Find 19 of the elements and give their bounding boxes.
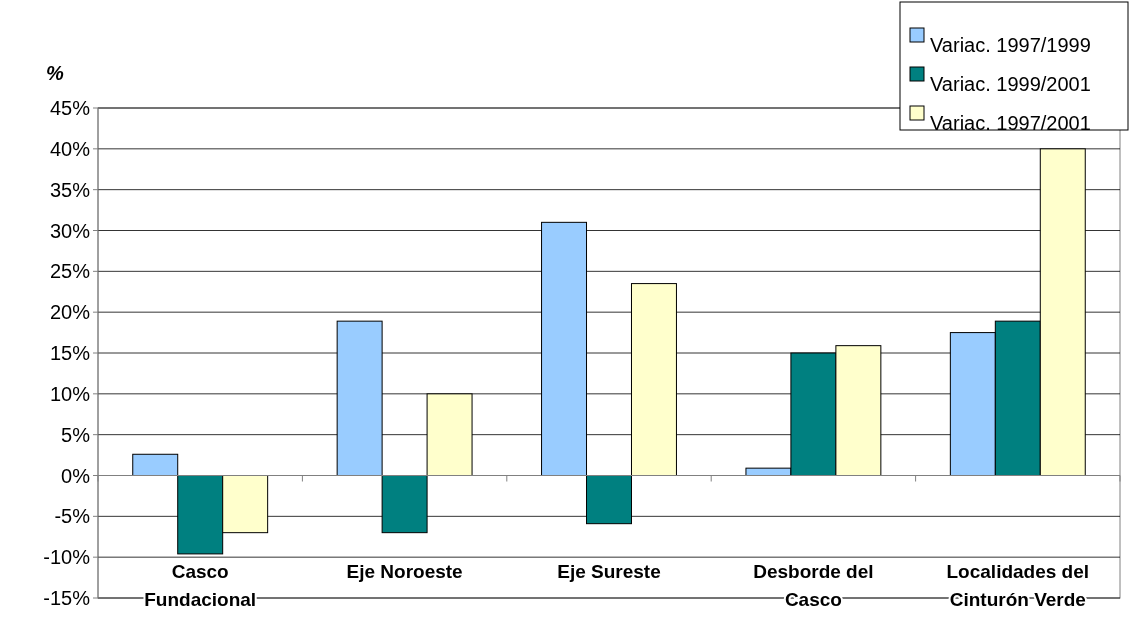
y-tick-label: 10% (49, 382, 91, 405)
x-tick-label: Eje Sureste (557, 561, 661, 582)
legend-label: Variac. 1997/2001 (930, 112, 1091, 134)
y-tick-label: -15% (43, 587, 91, 609)
y-tick-label: 5% (61, 423, 91, 446)
y-tick-label: 30% (49, 219, 91, 242)
y-tick-label: 15% (49, 342, 91, 364)
y-tick-label: 45% (49, 97, 91, 119)
y-axis-title: % (46, 62, 65, 84)
legend-label: Variac. 1999/2001 (930, 73, 1091, 95)
x-tick-label: Eje Noroeste (346, 561, 463, 582)
y-tick-label: -10% (43, 546, 91, 569)
y-tick-label: 0% (61, 464, 91, 487)
y-tick-label: -5% (54, 505, 91, 528)
y-tick-label: 35% (49, 178, 91, 201)
y-tick-label: 25% (49, 260, 91, 283)
y-tick-label: 20% (49, 301, 91, 324)
y-tick-label: 40% (49, 137, 91, 160)
legend-label: Variac. 1997/1999 (930, 34, 1091, 56)
